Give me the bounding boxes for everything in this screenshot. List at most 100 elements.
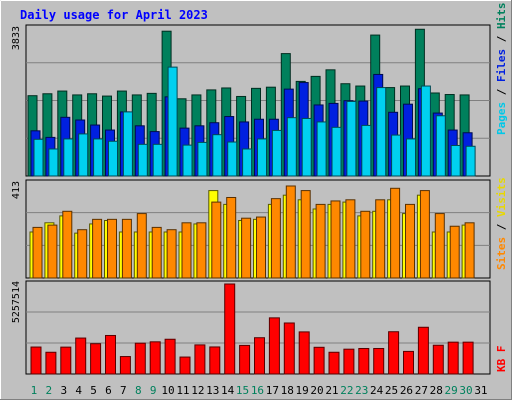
day-label: 18 bbox=[281, 384, 294, 397]
axis-label-files: Files bbox=[495, 49, 508, 82]
bar-sites-day-20 bbox=[315, 203, 326, 279]
bar-sites-day-6 bbox=[107, 218, 117, 279]
bar-pages-day-12 bbox=[197, 141, 208, 177]
bar-sites-day-12 bbox=[196, 222, 207, 279]
bar-pages-day-4 bbox=[78, 133, 89, 177]
day-label: 21 bbox=[325, 384, 338, 397]
bar-kb-f-day-12 bbox=[194, 344, 206, 375]
bar-kb-f-day-30 bbox=[462, 341, 474, 375]
bar-kb-f-day-23 bbox=[358, 347, 370, 375]
day-label: 5 bbox=[90, 384, 97, 397]
bar-pages-day-28 bbox=[435, 115, 446, 177]
bar-pages-day-18 bbox=[286, 117, 297, 177]
ymax-label-visits: 413 bbox=[11, 181, 22, 199]
bar-pages-day-24 bbox=[376, 87, 387, 177]
day-label: 9 bbox=[150, 384, 157, 397]
bar-kb-f-day-8 bbox=[134, 342, 146, 375]
bar-kb-f-day-18 bbox=[283, 322, 295, 375]
day-label: 29 bbox=[445, 384, 458, 397]
bar-pages-day-17 bbox=[271, 129, 282, 177]
bar-pages-day-21 bbox=[331, 126, 342, 177]
axis-label-kbf: KB F bbox=[495, 346, 508, 373]
bar-kb-f-day-6 bbox=[105, 334, 116, 375]
day-label: 8 bbox=[135, 384, 142, 397]
day-label: 12 bbox=[191, 384, 204, 397]
bar-pages-day-14 bbox=[227, 141, 238, 177]
axis-label-separator-3: / bbox=[495, 217, 508, 237]
axis-label-sites-visits: Sites / Visits bbox=[495, 177, 508, 270]
bar-pages-day-29 bbox=[450, 144, 461, 177]
bar-kb-f-day-13 bbox=[209, 346, 221, 375]
bar-kb-f-day-19 bbox=[298, 331, 310, 375]
ymax-label-hits: 3833 bbox=[11, 26, 22, 50]
day-label: 28 bbox=[430, 384, 443, 397]
bar-kb-f-day-28 bbox=[432, 344, 444, 375]
bar-pages-day-2 bbox=[48, 148, 59, 177]
day-label: 7 bbox=[120, 384, 127, 397]
axis-label-pages: Pages bbox=[495, 102, 508, 135]
day-label: 23 bbox=[355, 384, 368, 397]
bar-sites-day-11 bbox=[181, 222, 192, 279]
bar-kb-f-day-20 bbox=[313, 346, 325, 375]
bar-sites-day-16 bbox=[256, 216, 266, 279]
bar-sites-day-2 bbox=[47, 224, 58, 279]
bar-sites-day-21 bbox=[330, 200, 341, 279]
bar-kb-f-day-4 bbox=[75, 337, 87, 375]
bar-sites-day-26 bbox=[405, 203, 415, 279]
bar-kb-f-day-17 bbox=[268, 317, 280, 375]
day-label: 11 bbox=[176, 384, 189, 397]
bar-kb-f-day-1 bbox=[30, 346, 42, 375]
day-label: 24 bbox=[370, 384, 384, 397]
day-label: 6 bbox=[105, 384, 112, 397]
axis-label-separator-2: / bbox=[495, 29, 508, 49]
bar-sites-day-18 bbox=[285, 185, 296, 279]
panel-hits-files-pages bbox=[25, 24, 491, 177]
day-label: 19 bbox=[296, 384, 309, 397]
bar-sites-day-24 bbox=[375, 199, 386, 279]
bar-kb-f-day-3 bbox=[60, 346, 72, 375]
panel-sites-visits bbox=[25, 179, 491, 279]
bar-sites-day-22 bbox=[345, 199, 356, 279]
day-label: 25 bbox=[385, 384, 398, 397]
bar-kb-f-day-7 bbox=[119, 356, 131, 375]
bar-sites-day-19 bbox=[300, 190, 311, 279]
bar-pages-day-26 bbox=[406, 138, 416, 177]
bar-kb-f-day-16 bbox=[254, 337, 265, 375]
bar-sites-day-15 bbox=[241, 217, 252, 279]
bar-pages-day-3 bbox=[63, 138, 74, 177]
day-label: 17 bbox=[266, 384, 279, 397]
bar-pages-day-13 bbox=[212, 134, 223, 177]
bar-sites-day-14 bbox=[226, 196, 237, 279]
bar-kb-f-day-27 bbox=[417, 326, 429, 375]
day-label: 26 bbox=[400, 384, 413, 397]
bar-pages-day-5 bbox=[93, 138, 104, 177]
bar-sites-day-17 bbox=[270, 198, 281, 279]
axis-label-pages-files-hits: Pages / Files / Hits bbox=[495, 3, 508, 136]
bar-kb-f-day-25 bbox=[388, 331, 400, 375]
bar-sites-day-4 bbox=[77, 229, 88, 279]
day-label: 13 bbox=[206, 384, 219, 397]
bar-pages-day-9 bbox=[152, 143, 163, 177]
bar-sites-day-28 bbox=[434, 213, 445, 279]
day-labels: 1 2 3 4 5 6 7 8 9 10 11 12 13 14 15 16 17 18 19 20 21 22 23 24 2… bbox=[31, 384, 488, 397]
chart-title: Daily usage for April 2023 bbox=[20, 8, 208, 22]
bar-sites-day-10 bbox=[166, 229, 177, 279]
bar-pages-day-10 bbox=[167, 66, 178, 177]
bar-sites-day-29 bbox=[449, 225, 460, 279]
bar-pages-day-11 bbox=[182, 144, 193, 177]
day-label: 14 bbox=[221, 384, 235, 397]
bar-kb-f-day-21 bbox=[328, 351, 340, 375]
bar-pages-day-19 bbox=[301, 117, 312, 177]
bar-sites-day-23 bbox=[360, 210, 371, 279]
bar-sites-day-30 bbox=[464, 222, 475, 279]
bar-pages-day-6 bbox=[108, 140, 118, 177]
bar-pages-day-16 bbox=[257, 138, 267, 177]
bar-kb-f-day-29 bbox=[447, 341, 459, 375]
bar-pages-day-25 bbox=[391, 134, 402, 177]
day-label: 20 bbox=[310, 384, 323, 397]
bar-sites-day-7 bbox=[121, 218, 132, 279]
bar-kb-f-day-22 bbox=[343, 348, 355, 375]
day-label: 16 bbox=[251, 384, 264, 397]
bar-pages-day-8 bbox=[137, 143, 148, 177]
